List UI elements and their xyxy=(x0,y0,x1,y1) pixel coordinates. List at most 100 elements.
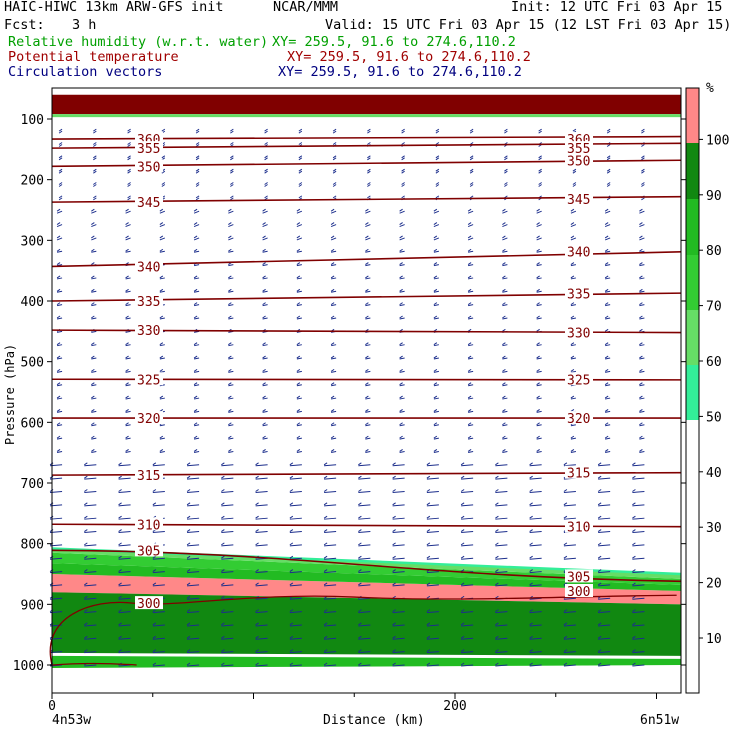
field-rh-name: Relative humidity (w.r.t. water) xyxy=(8,34,269,50)
wind-vector xyxy=(152,462,165,467)
wind-vector xyxy=(230,195,234,201)
wind-vector xyxy=(221,555,234,560)
wind-vector xyxy=(221,462,234,467)
wind-vector xyxy=(392,529,405,534)
wind-vector xyxy=(296,342,302,347)
wind-vector xyxy=(433,342,439,347)
wind-vector xyxy=(399,288,405,293)
wind-vector xyxy=(323,475,337,480)
wind-vector xyxy=(332,155,337,161)
wind-vector xyxy=(56,222,63,228)
theta-contours: 3603553503453403353303253203153103053003… xyxy=(49,132,682,666)
theta-label-right-315: 315 xyxy=(567,467,590,482)
wind-vector xyxy=(93,142,97,147)
wind-vector xyxy=(228,382,234,387)
wind-vector xyxy=(433,435,439,440)
wind-vector xyxy=(632,622,645,627)
rh-band-90-100 xyxy=(52,592,681,656)
fcst-label: Fcst: xyxy=(4,17,45,33)
wind-vector xyxy=(365,222,371,228)
wind-vector xyxy=(641,155,645,161)
wind-vector xyxy=(435,128,440,134)
wind-vector xyxy=(529,609,542,614)
wind-vector xyxy=(255,649,268,654)
wind-vector xyxy=(433,355,439,360)
wind-vector xyxy=(289,569,302,574)
wind-vector xyxy=(84,622,97,627)
wind-vector xyxy=(255,569,268,574)
wind-vector xyxy=(606,155,611,161)
wind-vector xyxy=(58,195,63,201)
rh-band-80-90 xyxy=(52,563,681,591)
wind-vector xyxy=(84,475,97,480)
wind-vector xyxy=(296,368,302,373)
wind-vector xyxy=(186,515,200,520)
wind-vector xyxy=(632,462,645,467)
wind-vector xyxy=(221,475,234,480)
wind-vector xyxy=(228,422,234,427)
wind-vector xyxy=(58,182,63,187)
wind-vector xyxy=(639,315,645,320)
wind-vector xyxy=(84,649,97,654)
wind-vector xyxy=(563,662,576,667)
wind-vector xyxy=(358,489,371,493)
wind-vector xyxy=(221,622,234,627)
wind-vector xyxy=(296,408,302,413)
wind-vector xyxy=(536,288,542,293)
wind-vector xyxy=(358,622,371,627)
colorbar-label: 20 xyxy=(706,577,722,592)
wind-vector xyxy=(467,288,474,293)
wind-vector xyxy=(127,128,131,134)
wind-vector xyxy=(365,342,371,347)
wind-vector xyxy=(91,355,97,360)
wind-vector xyxy=(118,635,131,640)
wind-vector xyxy=(186,595,200,600)
colorbar-segment xyxy=(686,88,699,143)
wind-vector xyxy=(228,275,234,280)
wind-vector xyxy=(152,609,165,614)
wind-vector xyxy=(467,395,474,400)
wind-vector xyxy=(529,569,542,574)
wind-vector xyxy=(597,635,611,640)
wind-vector xyxy=(332,182,337,187)
wind-vector xyxy=(502,355,508,360)
wind-vector xyxy=(91,368,97,373)
wind-vector xyxy=(597,475,611,480)
wind-vector xyxy=(467,222,474,228)
rh-shading xyxy=(52,94,681,669)
wind-vector xyxy=(262,275,268,280)
wind-vector xyxy=(118,462,131,467)
wind-vector xyxy=(639,422,645,427)
theta-label-left-325: 325 xyxy=(137,373,160,388)
wind-vector xyxy=(639,342,645,347)
wind-vector xyxy=(467,435,474,440)
rh-band-110+ xyxy=(52,94,681,115)
wind-vector xyxy=(221,502,234,507)
wind-vector xyxy=(127,155,131,161)
wind-vector xyxy=(264,155,268,161)
wind-vector xyxy=(495,609,508,614)
wind-vector xyxy=(125,449,131,453)
wind-vector xyxy=(426,622,439,627)
wind-vector xyxy=(296,275,302,280)
wind-vector xyxy=(604,262,611,267)
wind-vector xyxy=(433,302,439,307)
wind-vector xyxy=(84,515,97,520)
wind-vector xyxy=(255,609,268,614)
wind-vector xyxy=(56,355,63,360)
wind-vector xyxy=(221,635,234,640)
wind-vector xyxy=(392,609,405,614)
fcst-value: 3 h xyxy=(72,17,97,33)
wind-vector xyxy=(230,128,234,134)
colorbar-label: 40 xyxy=(706,466,722,481)
wind-vector xyxy=(641,128,645,134)
wind-vector xyxy=(221,569,234,574)
wind-vector xyxy=(597,462,611,467)
wind-vector xyxy=(495,489,508,493)
wind-vector xyxy=(426,542,439,547)
wind-vector xyxy=(495,475,508,480)
wind-vector xyxy=(289,649,302,654)
wind-vector xyxy=(392,622,405,627)
wind-vector xyxy=(502,275,508,280)
wind-vector xyxy=(230,155,234,161)
